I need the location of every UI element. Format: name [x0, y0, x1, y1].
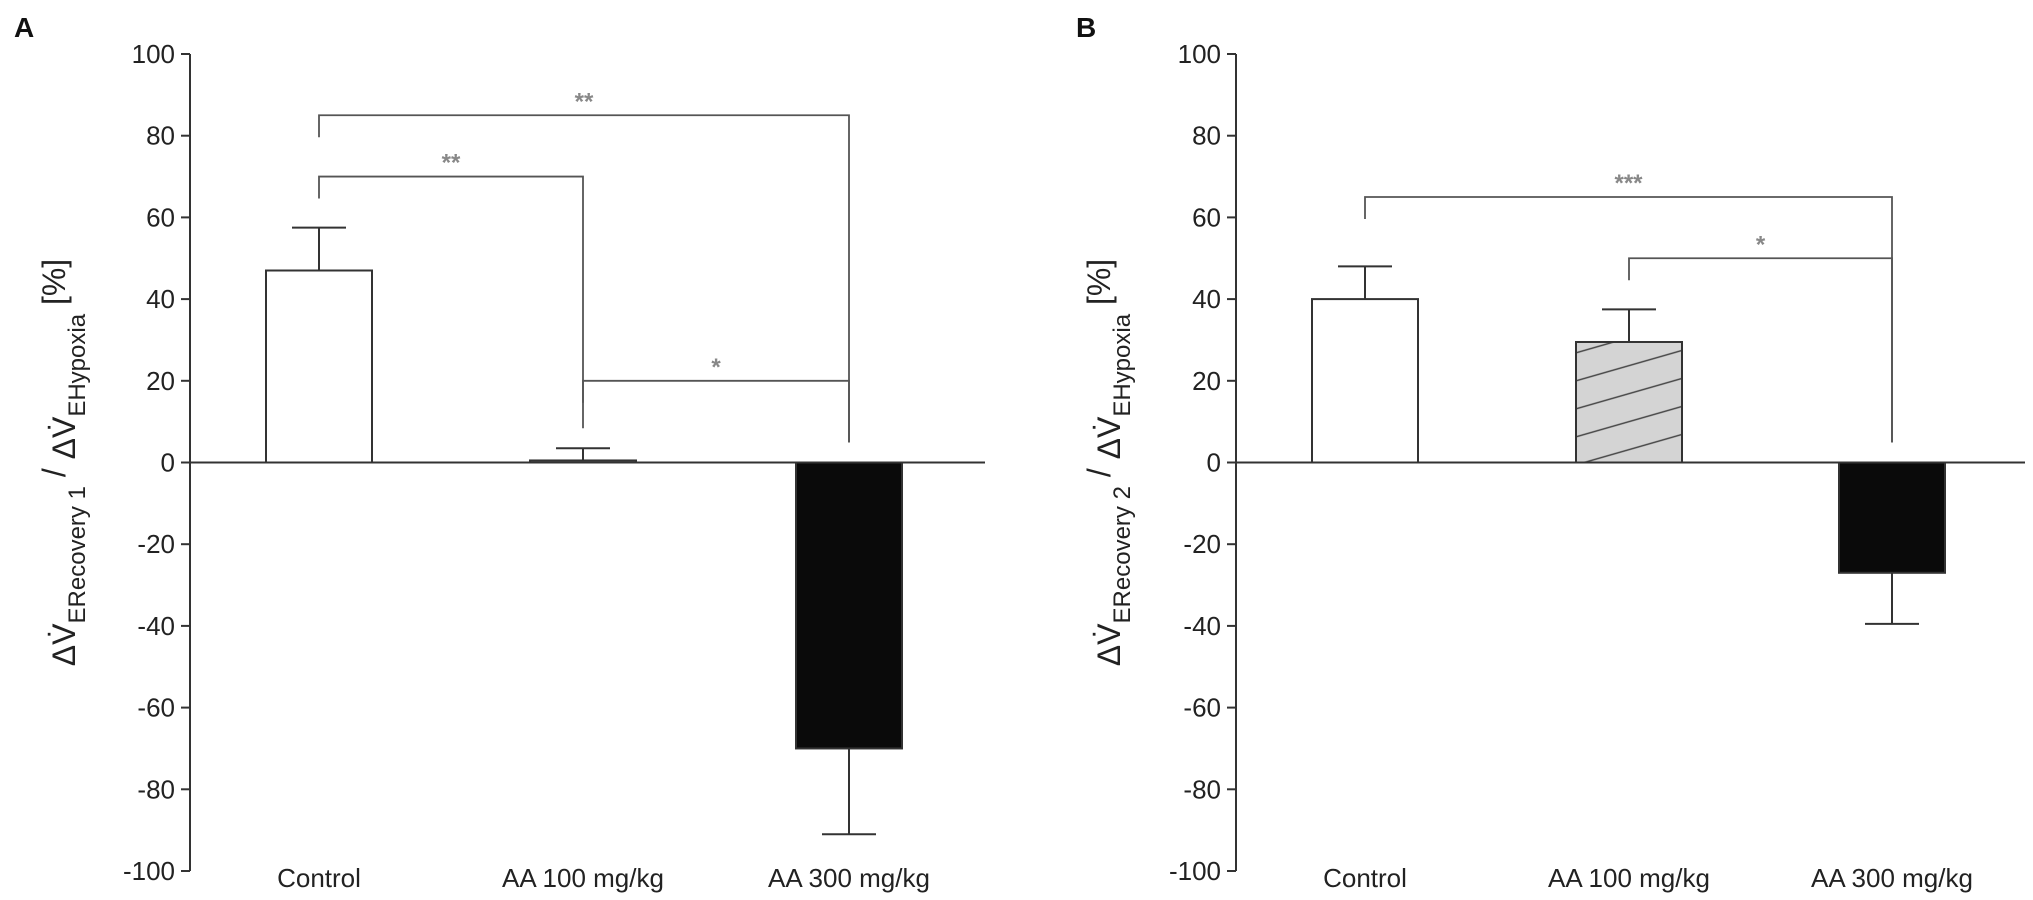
category-label: AA 300 mg/kg — [1811, 863, 1973, 893]
y-label-part2-sub-e: E — [1109, 401, 1136, 417]
panel-b-label: B — [1076, 12, 1097, 43]
y-tick-label: 20 — [146, 366, 175, 396]
chart-panel-a: 100 80 60 40 20 0 -20 -40 -60 -80 -100 Control AA 10… — [36, 39, 985, 893]
y-tick-label: 20 — [1192, 366, 1221, 396]
significance-label: * — [1756, 231, 1766, 258]
y-label-part1-sub: Recovery 2 — [1109, 486, 1136, 607]
significance-bracket — [1628, 257, 1893, 443]
y-tick-label: -40 — [1183, 611, 1221, 641]
y-tick-label: -80 — [137, 774, 175, 804]
y-label-part2-main: ΔV̇ — [1091, 416, 1127, 459]
y-label-unit: [%] — [36, 259, 72, 314]
bar — [795, 461, 903, 750]
y-tick-label: 60 — [1192, 202, 1221, 232]
y-tick-label: -60 — [137, 693, 175, 723]
y-tick-label: -20 — [1183, 529, 1221, 559]
category-label: Control — [1323, 863, 1407, 893]
y-label-separator: / — [36, 459, 72, 486]
y-tick-label: -100 — [123, 856, 175, 886]
y-tick-label: 40 — [1192, 284, 1221, 314]
y-tick-label: 40 — [146, 284, 175, 314]
significance-label: ** — [575, 88, 594, 115]
category-label: AA 100 mg/kg — [502, 863, 664, 893]
y-tick-label: 0 — [1207, 448, 1221, 478]
svg-text:ΔV̇ERecovery 1 / ΔV̇EHypoxia [: ΔV̇ERecovery 1 / ΔV̇EHypoxia [%] — [36, 259, 91, 666]
y-tick-label: -40 — [137, 611, 175, 641]
significance-label: * — [711, 354, 721, 381]
y-tick-label: -60 — [1183, 693, 1221, 723]
bar — [1311, 298, 1419, 464]
y-label-part2-sub: Hypoxia — [64, 313, 91, 400]
y-label-part1-main: ΔV̇ — [46, 623, 82, 666]
category-label: Control — [277, 863, 361, 893]
y-label-separator: / — [1081, 459, 1117, 486]
bar — [1838, 461, 1946, 574]
y-label-part2-sub-e: E — [64, 401, 91, 417]
significance-bracket — [582, 379, 850, 443]
y-tick-label: 0 — [161, 448, 175, 478]
category-label: AA 300 mg/kg — [768, 863, 930, 893]
y-label-part1-main: ΔV̇ — [1091, 623, 1127, 666]
y-label-part1-sub-e: E — [1109, 607, 1136, 623]
y-label-unit: [%] — [1081, 259, 1117, 314]
significance-bracket — [318, 175, 584, 429]
y-tick-label: 60 — [146, 202, 175, 232]
significance-label: *** — [1614, 170, 1643, 197]
y-label-part1-sub-e: E — [64, 607, 91, 623]
y-label-part2-main: ΔV̇ — [46, 416, 82, 459]
panel-a-label: A — [14, 12, 35, 43]
bar — [529, 459, 637, 464]
y-tick-label: 80 — [146, 121, 175, 151]
y-tick-label: 80 — [1192, 121, 1221, 151]
bar — [265, 269, 373, 464]
y-axis-label: ΔV̇ERecovery 2 / ΔV̇EHypoxia [%] — [1081, 259, 1136, 666]
svg-text:ΔV̇ERecovery 2 / ΔV̇EHypoxia [: ΔV̇ERecovery 2 / ΔV̇EHypoxia [%] — [1081, 259, 1136, 666]
significance-label: ** — [442, 150, 461, 177]
category-label: AA 100 mg/kg — [1548, 863, 1710, 893]
y-tick-label: 100 — [1178, 39, 1221, 69]
y-tick-label: 100 — [132, 39, 175, 69]
y-axis-label: ΔV̇ERecovery 1 / ΔV̇EHypoxia [%] — [36, 259, 91, 666]
significance-bracket — [318, 114, 850, 443]
y-tick-label: -20 — [137, 529, 175, 559]
y-label-part2-sub: Hypoxia — [1109, 313, 1136, 400]
chart-panel-b: 100 80 60 40 20 0 -20 -40 -60 -80 -100 Control AA 10… — [1081, 39, 2025, 893]
y-label-part1-sub: Recovery 1 — [64, 486, 91, 607]
bar — [1575, 340, 1683, 464]
y-tick-label: -100 — [1169, 856, 1221, 886]
y-tick-label: -80 — [1183, 774, 1221, 804]
